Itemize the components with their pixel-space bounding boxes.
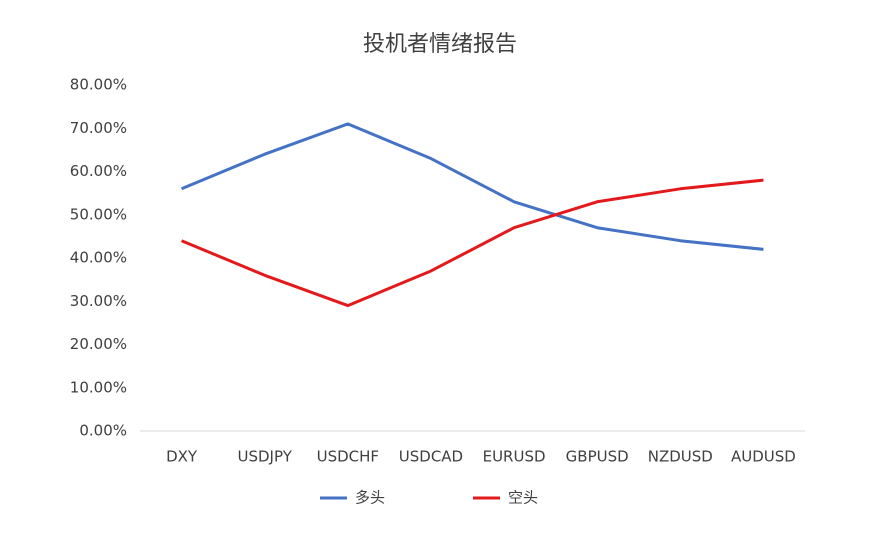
y-tick-label: 80.00% xyxy=(70,76,127,94)
x-tick-label: AUDUSD xyxy=(731,448,796,466)
x-tick-label: USDCAD xyxy=(399,448,463,466)
y-tick-label: 50.00% xyxy=(70,205,127,223)
x-tick-label: USDCHF xyxy=(317,448,379,466)
x-tick-label: USDJPY xyxy=(238,448,293,466)
x-tick-label: EURUSD xyxy=(483,448,546,466)
series-line xyxy=(180,122,764,251)
legend-label: 多头 xyxy=(355,489,385,507)
y-tick-label: 40.00% xyxy=(70,249,127,267)
y-tick-label: 60.00% xyxy=(70,162,127,180)
series-line xyxy=(180,178,764,308)
y-tick-label: 10.00% xyxy=(70,378,127,396)
y-tick-label: 30.00% xyxy=(70,292,127,310)
x-tick-label: DXY xyxy=(166,448,198,466)
y-tick-label: 20.00% xyxy=(70,335,127,353)
legend-label: 空头 xyxy=(508,489,538,507)
y-tick-label: 0.00% xyxy=(79,422,127,440)
x-tick-label: NZDUSD xyxy=(648,448,713,466)
x-tick-label: GBPUSD xyxy=(566,448,629,466)
chart-title: 投机者情绪报告 xyxy=(363,32,517,57)
y-tick-label: 70.00% xyxy=(70,119,127,137)
